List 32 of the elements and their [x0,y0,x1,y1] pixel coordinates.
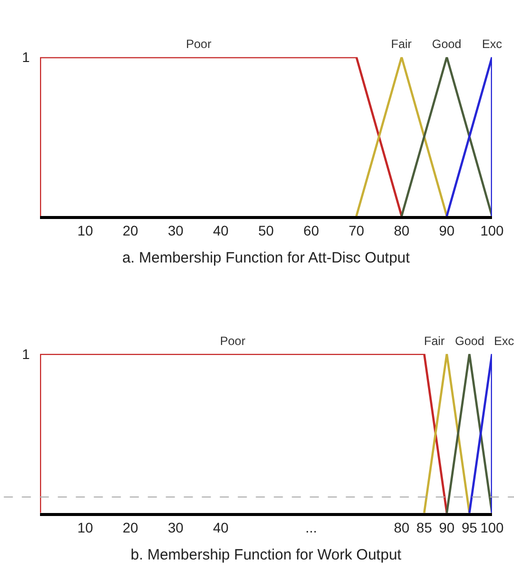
series-label: Fair [391,37,412,51]
series-label: Poor [186,37,212,51]
x-tick-label: ... [305,519,318,536]
series-label: Fair [424,334,445,348]
x-tick-label: 90 [439,222,455,239]
series-label: Good [455,334,484,348]
text: 1 [22,346,30,362]
series-label: Poor [220,334,246,348]
x-tick-label: 70 [348,222,364,239]
text: 1 [22,49,30,65]
x-tick-label: 10 [77,519,94,536]
x-tick-label: 40 [213,222,229,239]
x-tick-label: 20 [122,222,138,239]
x-tick-label: 80 [394,519,410,536]
x-tick-label: 30 [168,222,184,239]
x-tick-label: 90 [439,519,455,536]
x-tick-label: 20 [122,519,138,536]
x-tick-label: 50 [258,222,274,239]
x-tick-label: 95 [462,519,478,536]
x-tick-label: 80 [394,222,410,239]
x-tick-label: 85 [416,519,432,536]
series-label: Exc [494,334,514,348]
series-label: Good [432,37,462,51]
x-tick-label: 40 [213,519,229,536]
x-axis-title: b. Membership Function for Work Output [130,546,402,564]
x-tick-label: 10 [77,222,94,239]
x-axis-title: a. Membership Function for Att-Disc Output [122,250,411,267]
x-tick-label: 60 [303,222,320,239]
series-label: Exc [482,37,502,51]
x-tick-label: 30 [168,519,184,536]
x-tick-label: 100 [480,519,504,536]
x-tick-label: 100 [480,222,504,239]
